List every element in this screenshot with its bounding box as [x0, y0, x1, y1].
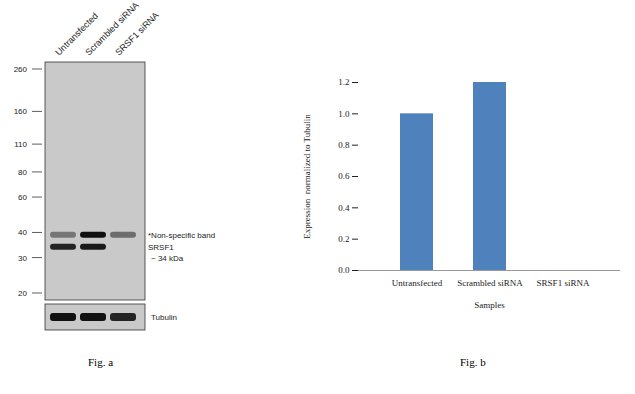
svg-text:110: 110 [14, 140, 27, 149]
html-text:Fig. b: Fig. b [460, 356, 486, 368]
svg-text:0.0: 0.0 [338, 265, 350, 275]
svg-text:40: 40 [18, 228, 27, 237]
svg-text:1.2: 1.2 [338, 77, 349, 87]
svg-text:Scrambled siRNA: Scrambled siRNA [83, 0, 140, 57]
svg-text:Tubulin: Tubulin [151, 313, 177, 322]
svg-text:SRSF1 siRNA: SRSF1 siRNA [113, 10, 160, 57]
html-text:Fig. a: Fig. a [88, 356, 114, 368]
svg-text:Untransfected: Untransfected [392, 278, 443, 288]
svg-text:Scrambled siRNA: Scrambled siRNA [457, 278, 523, 288]
svg-text:Samples: Samples [474, 300, 505, 310]
svg-text:*Non-specific band: *Non-specific band [148, 231, 215, 240]
svg-text:0.6: 0.6 [338, 171, 350, 181]
svg-text:SRSF1: SRSF1 [148, 243, 174, 252]
svg-text:260: 260 [14, 65, 28, 74]
svg-text:0.8: 0.8 [338, 140, 350, 150]
svg-text:80: 80 [18, 168, 27, 177]
svg-text:0.4: 0.4 [338, 203, 350, 213]
svg-text:60: 60 [18, 193, 27, 202]
svg-text:30: 30 [18, 254, 27, 263]
svg-text:160: 160 [14, 107, 28, 116]
svg-text:1.0: 1.0 [338, 109, 350, 119]
svg-text:Untransfected: Untransfected [53, 10, 100, 58]
svg-text:SRSF1 siRNA: SRSF1 siRNA [537, 278, 590, 288]
svg-text:~ 34 kDa: ~ 34 kDa [151, 254, 184, 263]
svg-text:0.2: 0.2 [338, 234, 349, 244]
svg-text:Expression normalized to Tubu: Expression normalized to Tubulin [302, 114, 312, 239]
svg-text:20: 20 [18, 289, 27, 298]
